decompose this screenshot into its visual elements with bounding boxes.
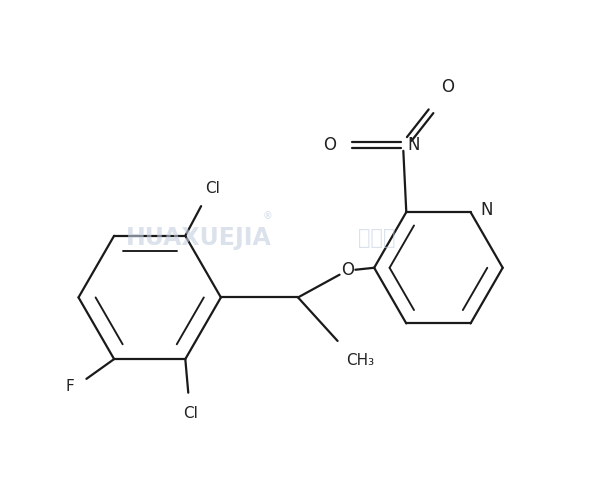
Text: N: N <box>481 201 493 219</box>
Text: N: N <box>407 136 419 154</box>
Text: O: O <box>323 136 336 154</box>
Text: F: F <box>66 379 74 395</box>
Text: Cl: Cl <box>205 181 220 196</box>
Text: Cl: Cl <box>183 405 197 421</box>
Text: HUAXUEJIA: HUAXUEJIA <box>126 226 272 249</box>
Text: O: O <box>441 78 454 97</box>
Text: O: O <box>341 261 354 279</box>
Text: CH₃: CH₃ <box>346 353 374 368</box>
Text: ®: ® <box>262 211 272 221</box>
Text: 化学加: 化学加 <box>358 228 396 248</box>
